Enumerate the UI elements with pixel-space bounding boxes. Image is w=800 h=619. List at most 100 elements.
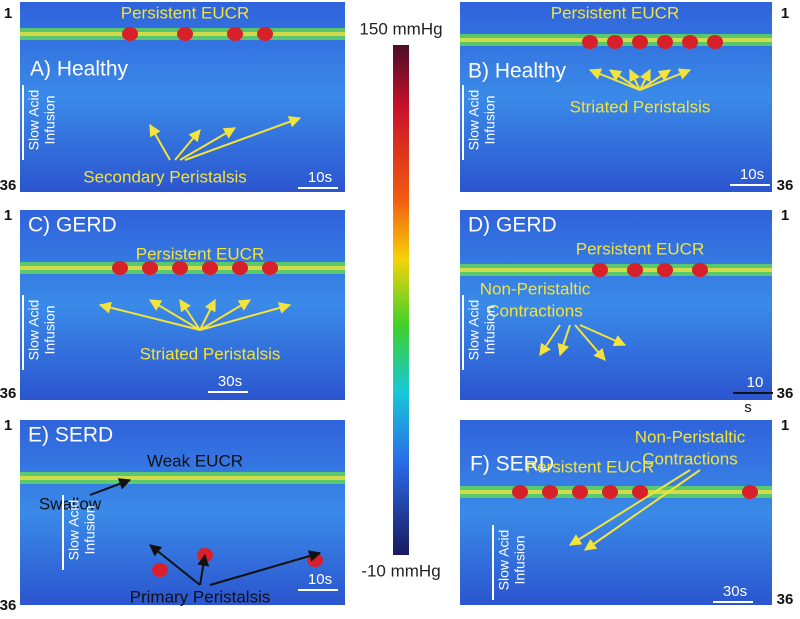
contraction bbox=[202, 261, 218, 275]
manometry-plot bbox=[460, 210, 772, 400]
row-bottom: 36 bbox=[777, 591, 794, 608]
arrow bbox=[568, 469, 691, 546]
arrow bbox=[639, 69, 671, 91]
annotation: Weak EUCR bbox=[147, 451, 243, 470]
infusion-label: Infusion bbox=[482, 305, 498, 354]
arrow bbox=[148, 299, 201, 331]
row-top: 1 bbox=[781, 207, 789, 224]
arrow bbox=[557, 324, 571, 357]
time-scale: 10 bbox=[747, 374, 764, 391]
panel-label: E) SERD bbox=[28, 424, 113, 447]
arrow bbox=[98, 301, 201, 331]
contraction bbox=[112, 261, 128, 275]
panel-label: A) Healthy bbox=[30, 58, 129, 81]
arrow bbox=[179, 299, 201, 331]
infusion-label: Slow Acid bbox=[26, 300, 42, 361]
contraction bbox=[692, 263, 708, 277]
arrow bbox=[609, 69, 641, 91]
time-scale: 30s bbox=[218, 373, 242, 390]
arrow bbox=[199, 298, 216, 331]
manometry-plot bbox=[460, 420, 772, 605]
contraction bbox=[657, 35, 673, 49]
annotation: Non-Peristaltic bbox=[480, 279, 591, 298]
infusion-label: Infusion bbox=[82, 505, 98, 554]
time-scale: 10s bbox=[740, 166, 764, 183]
contraction bbox=[592, 263, 608, 277]
contraction bbox=[122, 27, 138, 41]
time-scale: 10s bbox=[308, 169, 332, 186]
annotation: Contractions bbox=[642, 449, 737, 468]
contraction bbox=[152, 563, 168, 577]
contraction bbox=[627, 263, 643, 277]
time-scale: s bbox=[744, 399, 752, 416]
infusion-label: Slow Acid bbox=[26, 90, 42, 151]
contraction bbox=[607, 35, 623, 49]
manometry-plot bbox=[20, 420, 345, 605]
annotation: Persistent EUCR bbox=[136, 244, 264, 263]
contraction bbox=[262, 261, 278, 275]
infusion-label: Infusion bbox=[512, 535, 528, 584]
arrow bbox=[639, 68, 651, 91]
annotation: Striated Peristalsis bbox=[140, 344, 281, 363]
row-bottom: 36 bbox=[0, 597, 16, 614]
contraction bbox=[602, 485, 618, 499]
panel-label: D) GERD bbox=[468, 214, 557, 237]
arrow bbox=[629, 68, 641, 91]
contraction bbox=[142, 261, 158, 275]
time-scale: 10s bbox=[308, 571, 332, 588]
annotation: Persistent EUCR bbox=[121, 3, 249, 22]
annotation: Striated Peristalsis bbox=[570, 97, 711, 116]
annotation: Contractions bbox=[487, 301, 582, 320]
annotation: Persistent EUCR bbox=[551, 3, 679, 22]
arrow bbox=[149, 544, 201, 586]
arrow bbox=[639, 68, 692, 91]
time-scale: 30s bbox=[723, 583, 747, 600]
contraction bbox=[632, 35, 648, 49]
contraction bbox=[257, 27, 273, 41]
contraction bbox=[542, 485, 558, 499]
row-bottom: 36 bbox=[777, 177, 794, 194]
annotation: Secondary Peristalsis bbox=[83, 167, 246, 186]
panel-label: C) GERD bbox=[28, 214, 117, 237]
row-bottom: 36 bbox=[777, 385, 794, 402]
infusion-label: Slow Acid bbox=[466, 300, 482, 361]
row-top: 1 bbox=[781, 417, 789, 434]
infusion-label: Slow Acid bbox=[66, 500, 82, 561]
contraction bbox=[682, 35, 698, 49]
arrow bbox=[197, 553, 210, 586]
annotation: Persistent EUCR bbox=[526, 457, 654, 476]
annotation: Non-Peristaltic bbox=[635, 427, 746, 446]
manometry-plot bbox=[460, 2, 772, 192]
arrow bbox=[179, 127, 237, 161]
contraction bbox=[177, 27, 193, 41]
row-top: 1 bbox=[4, 207, 12, 224]
row-top: 1 bbox=[4, 5, 12, 22]
row-bottom: 36 bbox=[0, 385, 16, 402]
infusion-label: Infusion bbox=[482, 95, 498, 144]
arrow bbox=[174, 129, 201, 161]
contraction bbox=[572, 485, 588, 499]
infusion-label: Slow Acid bbox=[496, 530, 512, 591]
colorbar-min: -10 mmHg bbox=[361, 561, 440, 580]
arrow bbox=[209, 550, 322, 586]
row-top: 1 bbox=[4, 417, 12, 434]
contraction bbox=[227, 27, 243, 41]
arrow bbox=[539, 324, 561, 356]
annotation: Persistent EUCR bbox=[576, 239, 704, 258]
arrow bbox=[89, 478, 132, 496]
contraction bbox=[742, 485, 758, 499]
arrow bbox=[574, 324, 606, 361]
contraction bbox=[657, 263, 673, 277]
arrow bbox=[184, 116, 302, 161]
pressure-band-core bbox=[460, 268, 772, 272]
contraction bbox=[172, 261, 188, 275]
arrow bbox=[579, 324, 627, 347]
infusion-label: Infusion bbox=[42, 95, 58, 144]
annotation: Primary Peristalsis bbox=[130, 587, 271, 606]
contraction bbox=[232, 261, 248, 275]
row-bottom: 36 bbox=[0, 177, 16, 194]
arrow bbox=[199, 299, 252, 331]
contraction bbox=[632, 485, 648, 499]
contraction bbox=[707, 35, 723, 49]
